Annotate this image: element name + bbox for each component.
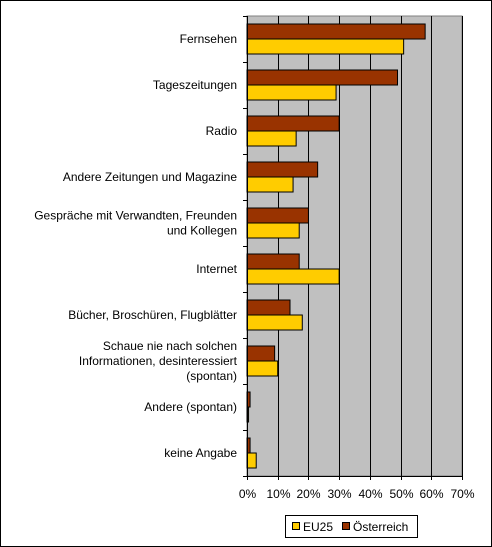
bar-oesterreich — [246, 207, 309, 224]
bar-eu25 — [246, 268, 340, 285]
legend: EU25 Österreich — [285, 515, 418, 538]
bar-eu25 — [246, 176, 294, 193]
category-label: Fernsehen — [180, 32, 237, 46]
bar-eu25 — [246, 130, 297, 147]
x-tick-label: 0% — [239, 487, 257, 501]
x-tick-label: 70% — [450, 487, 474, 501]
x-tick-label: 10% — [266, 487, 290, 501]
bar-eu25 — [246, 314, 303, 331]
category-label: Andere Zeitungen und Magazine — [63, 170, 237, 184]
bar-oesterreich — [246, 253, 300, 270]
legend-label: Österreich — [353, 520, 408, 534]
x-tick-label: 60% — [419, 487, 443, 501]
bar-eu25 — [246, 360, 279, 377]
category-labels: Fernsehen Tageszeitungen Radio Andere Zeitu… — [34, 32, 237, 460]
x-tick-label: 50% — [389, 487, 413, 501]
category-label: Internet — [196, 262, 237, 276]
bar-eu25 — [246, 222, 300, 239]
x-axis: 0% 10% 20% 30% 40% 50% 60% 70% — [239, 16, 475, 501]
legend-swatch — [342, 522, 350, 530]
bar-oesterreich — [246, 115, 340, 132]
bar-oesterreich — [246, 23, 426, 40]
x-tick-label: 40% — [358, 487, 382, 501]
category-label: keine Angabe — [164, 446, 237, 460]
category-label: Tageszeitungen — [153, 78, 237, 92]
bar-eu25 — [246, 84, 337, 101]
bar-oesterreich — [246, 299, 291, 316]
category-label: Gespräche mit Verwandten, Freunden und Ko… — [34, 209, 237, 238]
legend-box — [285, 515, 418, 538]
category-label: Bücher, Broschüren, Flugblätter — [68, 308, 237, 322]
category-label: Schaue nie nach solchen Informationen, de… — [79, 339, 238, 383]
category-label: Radio — [206, 124, 238, 138]
category-label: Andere (spontan) — [144, 400, 237, 414]
bar-eu25 — [246, 452, 257, 469]
legend-label: EU25 — [303, 520, 333, 534]
bars — [246, 23, 426, 469]
x-tick-label: 20% — [296, 487, 320, 501]
bar-oesterreich — [246, 69, 398, 86]
bar-oesterreich — [246, 161, 319, 178]
x-tick-label: 30% — [327, 487, 351, 501]
bar-eu25 — [246, 38, 405, 55]
legend-swatch — [292, 522, 300, 530]
bar-oesterreich — [246, 345, 276, 362]
